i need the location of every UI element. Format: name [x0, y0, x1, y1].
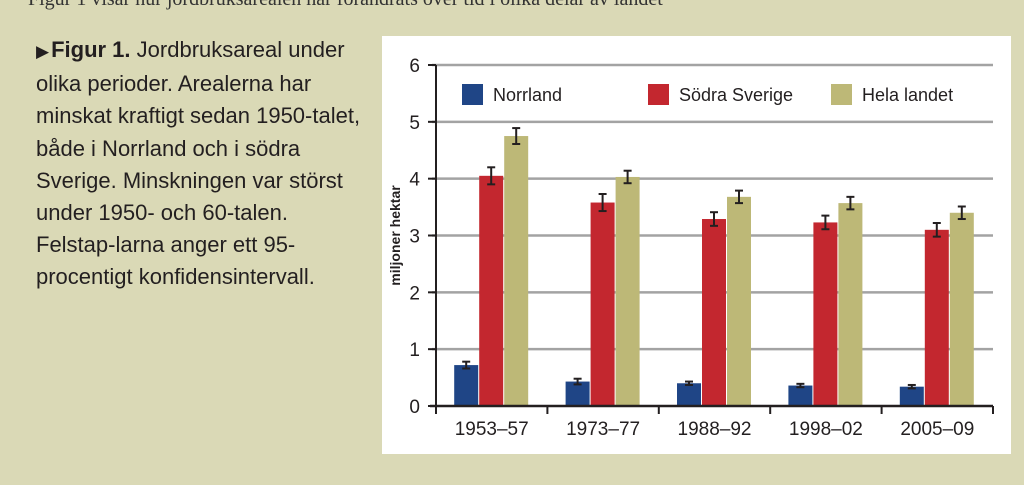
bar-södra-sverige: [702, 219, 726, 406]
bar-norrland: [565, 381, 590, 406]
x-tick-label: 1998–02: [789, 419, 863, 440]
legend-swatch: [648, 84, 669, 105]
bar-norrland: [788, 385, 813, 406]
legend-label: Södra Sverige: [679, 85, 793, 105]
page-top-fragment: Figur 1 visar hur jordbruksarealen har f…: [28, 0, 663, 11]
bar-norrland: [899, 386, 924, 406]
y-tick-label: 4: [409, 170, 420, 191]
y-tick-label: 5: [409, 113, 420, 134]
triangle-icon: ▶: [36, 42, 50, 61]
bar-hela-landet: [949, 212, 974, 406]
legend-label: Norrland: [493, 85, 562, 105]
bar-hela-landet: [727, 196, 751, 406]
bar-hela-landet: [615, 176, 640, 406]
bar-hela-landet: [838, 203, 863, 406]
bar-södra-sverige: [590, 202, 615, 406]
figure-caption: ▶Figur 1. Jordbruksareal under olika per…: [36, 34, 366, 294]
bar-norrland: [677, 383, 701, 406]
legend-label: Hela landet: [862, 85, 953, 105]
y-tick-label: 0: [409, 397, 420, 418]
figure-label: Figur 1.: [51, 37, 131, 62]
bar-södra-sverige: [479, 175, 504, 406]
bar-södra-sverige: [924, 229, 949, 406]
x-tick-label: 1988–92: [678, 419, 752, 440]
bar-norrland: [454, 365, 479, 406]
legend-swatch: [831, 84, 852, 105]
bar-hela-landet: [504, 136, 529, 406]
y-tick-label: 3: [409, 227, 420, 248]
y-axis-label: miljoner hektar: [387, 185, 403, 286]
y-tick-label: 6: [409, 56, 420, 77]
chart-panel: 0 1 2 3 4 5 6 miljoner hektar 1953–57 1973–77 1988…: [382, 36, 1011, 454]
x-tick-label: 1953–57: [455, 419, 529, 440]
y-tick-label: 2: [409, 283, 420, 304]
x-tick-label: 2005–09: [900, 419, 974, 440]
x-tick-label: 1973–77: [566, 419, 640, 440]
bar-södra-sverige: [813, 222, 838, 406]
legend-swatch: [462, 84, 483, 105]
figure-caption-text: Jordbruksareal under olika perioder. Are…: [36, 37, 361, 290]
bar-chart: 0 1 2 3 4 5 6 miljoner hektar 1953–57 1973–77 1988…: [387, 56, 994, 440]
y-tick-label: 1: [409, 340, 420, 361]
